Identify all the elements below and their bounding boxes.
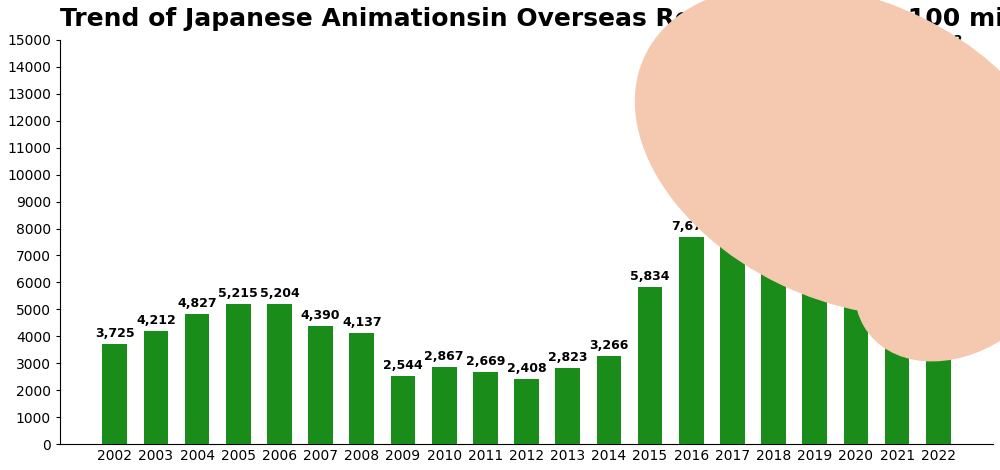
Text: 2,544: 2,544 — [383, 359, 423, 372]
Bar — [144, 331, 168, 444]
Text: Trend of Japanese Animationsin Overseas Revenues (yen in 100 million): Trend of Japanese Animationsin Overseas … — [60, 7, 1000, 31]
Bar — [597, 356, 621, 444]
Text: 2,408: 2,408 — [507, 362, 546, 375]
Bar — [638, 287, 662, 444]
Text: 5,204: 5,204 — [260, 287, 299, 300]
Bar — [720, 176, 745, 444]
Text: 12,009: 12,009 — [791, 103, 839, 117]
Text: 13,134: 13,134 — [873, 73, 921, 86]
Text: 4,390: 4,390 — [301, 309, 340, 322]
Bar — [926, 51, 951, 444]
Bar — [514, 379, 539, 444]
Text: 3,725: 3,725 — [95, 327, 135, 340]
Bar — [679, 237, 704, 444]
Text: 4,212: 4,212 — [136, 313, 176, 327]
Bar — [226, 304, 251, 444]
Bar — [802, 120, 827, 444]
Bar — [308, 326, 333, 444]
Bar — [473, 372, 498, 444]
Text: 10,092: 10,092 — [749, 155, 798, 168]
Bar — [432, 367, 457, 444]
Text: 4,137: 4,137 — [342, 316, 382, 329]
Text: 9,948: 9,948 — [713, 159, 752, 172]
Text: 2,823: 2,823 — [548, 351, 587, 364]
Text: 3,266: 3,266 — [589, 339, 629, 352]
Bar — [391, 376, 415, 444]
Bar — [267, 304, 292, 444]
Text: 2,867: 2,867 — [424, 350, 464, 363]
Text: 12,394: 12,394 — [832, 93, 880, 106]
Text: 14,592: 14,592 — [914, 34, 962, 47]
Bar — [844, 110, 868, 444]
Bar — [349, 333, 374, 444]
Bar — [885, 90, 909, 444]
Bar — [102, 344, 127, 444]
Bar — [555, 368, 580, 444]
Text: 4,827: 4,827 — [177, 297, 217, 310]
Text: 7,677: 7,677 — [671, 220, 711, 233]
Text: 5,834: 5,834 — [630, 270, 670, 283]
Text: 2,669: 2,669 — [466, 355, 505, 368]
Bar — [761, 172, 786, 444]
Bar — [185, 314, 209, 444]
Text: 5,215: 5,215 — [218, 287, 258, 299]
